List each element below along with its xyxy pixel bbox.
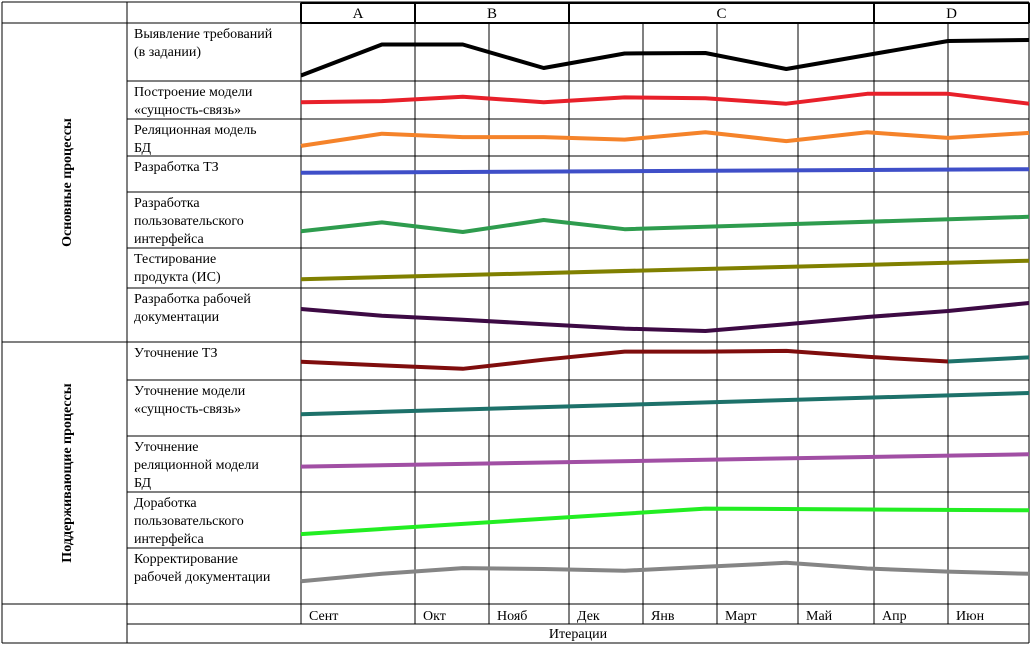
series-lines xyxy=(300,38,1030,584)
series-line-row-11 xyxy=(300,506,1030,537)
month-label-3: Нояб xyxy=(497,609,527,624)
row-label-7-line-1: Разработка рабочей xyxy=(134,292,251,307)
row-label-10-line-3: БД xyxy=(134,476,152,491)
row-label-11-line-3: интерфейса xyxy=(134,532,204,547)
month-label-2: Окт xyxy=(423,609,446,624)
series-line-row-9 xyxy=(300,391,1030,417)
month-label-6: Март xyxy=(725,609,757,624)
month-label-1: Сент xyxy=(309,609,338,624)
series-line-row-2 xyxy=(300,91,1030,106)
row-label-10-line-1: Уточнение xyxy=(134,440,198,455)
row-label-10-line-2: реляционной модели xyxy=(134,458,259,473)
row-label-3-line-2: БД xyxy=(134,141,152,156)
series-line-row-8 xyxy=(300,348,949,371)
phase-label-b: B xyxy=(487,6,497,22)
series-line-row-10 xyxy=(300,452,1030,469)
row-label-8-line-1: Уточнение ТЗ xyxy=(134,346,218,361)
month-label-8: Апр xyxy=(882,609,907,624)
series-line-row-6 xyxy=(300,258,1030,282)
month-label-5: Янв xyxy=(651,609,675,624)
row-label-12-line-1: Корректирование xyxy=(134,552,238,567)
row-label-3-line-1: Реляционная модель xyxy=(134,123,257,138)
row-label-5-line-3: интерфейса xyxy=(134,232,204,247)
month-label-4: Дек xyxy=(577,609,600,624)
row-label-1-line-1: Выявление требований xyxy=(134,27,273,42)
x-axis-title: Итерации xyxy=(549,627,608,642)
row-label-6-line-1: Тестирование xyxy=(134,252,216,267)
series-line-row-5 xyxy=(300,214,1030,234)
series-line-row-8-extra-1 xyxy=(947,355,1030,364)
row-label-11-line-2: пользовательского xyxy=(134,514,244,529)
table-labels: A B C D Основные процессы Поддерживающие проц… xyxy=(60,6,985,642)
phase-label-c: C xyxy=(716,6,726,22)
row-label-6-line-2: продукта (ИС) xyxy=(134,270,221,285)
row-label-5-line-2: пользовательского xyxy=(134,214,244,229)
row-label-2-line-1: Построение модели xyxy=(134,85,253,100)
row-label-9-line-1: Уточнение модели xyxy=(134,384,246,399)
month-label-7: Май xyxy=(806,609,833,624)
month-label-9: Июн xyxy=(956,609,985,624)
row-label-2-line-2: «сущность-связь» xyxy=(134,103,241,118)
group-label-2: Поддерживающие процессы xyxy=(60,383,75,562)
row-label-12-line-2: рабочей документации xyxy=(134,570,271,585)
phase-label-a: A xyxy=(353,6,364,22)
series-line-row-4 xyxy=(300,167,1030,175)
row-label-1-line-2: (в задании) xyxy=(134,45,201,60)
series-line-row-12 xyxy=(300,560,1030,584)
row-label-5-line-1: Разработка xyxy=(134,196,200,211)
row-label-7-line-2: документации xyxy=(134,310,220,325)
row-label-11-line-1: Доработка xyxy=(134,496,197,511)
row-label-4-line-1: Разработка ТЗ xyxy=(134,160,219,175)
series-line-row-7 xyxy=(300,301,1030,333)
row-label-9-line-2: «сущность-связь» xyxy=(134,402,241,417)
group-label-1: Основные процессы xyxy=(60,118,75,247)
phase-label-d: D xyxy=(946,6,957,22)
series-line-row-1 xyxy=(300,38,1030,78)
series-line-row-3 xyxy=(300,130,1030,148)
